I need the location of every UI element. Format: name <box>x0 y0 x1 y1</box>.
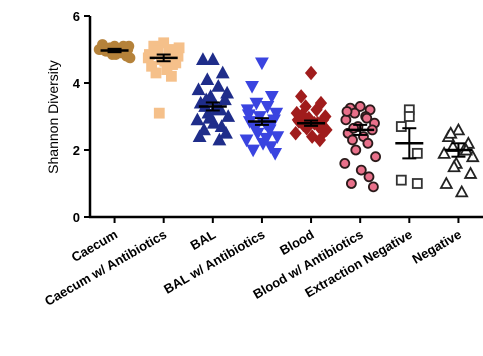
point <box>269 107 284 121</box>
y-axis-label: Shannon Diversity <box>45 60 61 174</box>
point <box>200 72 215 86</box>
point <box>367 181 379 193</box>
point <box>295 89 308 104</box>
point <box>190 112 205 126</box>
point <box>153 107 165 119</box>
point <box>248 122 263 136</box>
point <box>202 110 217 124</box>
point <box>255 57 269 71</box>
point <box>245 80 259 94</box>
y-tick-label: 6 <box>73 9 80 24</box>
point <box>260 101 275 114</box>
point <box>246 144 261 158</box>
point <box>310 102 323 118</box>
point <box>264 91 279 104</box>
y-tick-label: 0 <box>73 210 80 225</box>
point <box>411 147 423 159</box>
point <box>249 97 264 111</box>
point <box>345 178 357 189</box>
point <box>191 82 206 96</box>
point <box>214 119 229 132</box>
point <box>215 65 230 79</box>
point <box>211 79 226 92</box>
point <box>241 109 256 123</box>
point <box>347 134 358 146</box>
point <box>363 171 375 183</box>
point <box>454 184 469 198</box>
point <box>395 121 407 132</box>
point <box>289 126 302 141</box>
point <box>318 124 331 139</box>
point <box>167 59 178 70</box>
point <box>439 176 454 189</box>
point <box>437 146 452 159</box>
point <box>411 178 423 189</box>
point <box>443 125 458 139</box>
point <box>350 144 362 156</box>
y-tick-label: 4 <box>73 76 81 91</box>
point <box>362 137 374 149</box>
point <box>259 132 274 146</box>
point <box>447 159 461 173</box>
point <box>210 102 225 116</box>
point <box>463 166 478 179</box>
point <box>219 125 233 139</box>
point <box>263 141 278 154</box>
point <box>354 101 366 112</box>
point <box>252 111 267 124</box>
point <box>197 122 211 136</box>
point <box>395 174 407 186</box>
y-tick-label: 2 <box>73 143 80 158</box>
point <box>195 52 210 65</box>
point <box>150 67 162 79</box>
point <box>205 52 220 65</box>
point <box>192 129 207 143</box>
point <box>361 112 373 124</box>
point <box>341 106 353 117</box>
x-tick-label: Negative <box>409 227 463 267</box>
point <box>355 164 367 176</box>
point <box>268 147 283 161</box>
point <box>370 151 381 163</box>
point <box>173 42 185 54</box>
point <box>403 111 415 122</box>
point <box>270 131 285 144</box>
point <box>339 157 351 169</box>
point <box>313 132 326 148</box>
point <box>221 109 236 122</box>
point <box>212 132 227 146</box>
point <box>451 122 466 136</box>
x-tick-label: BAL <box>188 227 219 253</box>
point <box>304 65 318 81</box>
point <box>217 92 232 106</box>
point <box>239 134 254 148</box>
point <box>465 149 480 163</box>
point <box>165 70 177 82</box>
